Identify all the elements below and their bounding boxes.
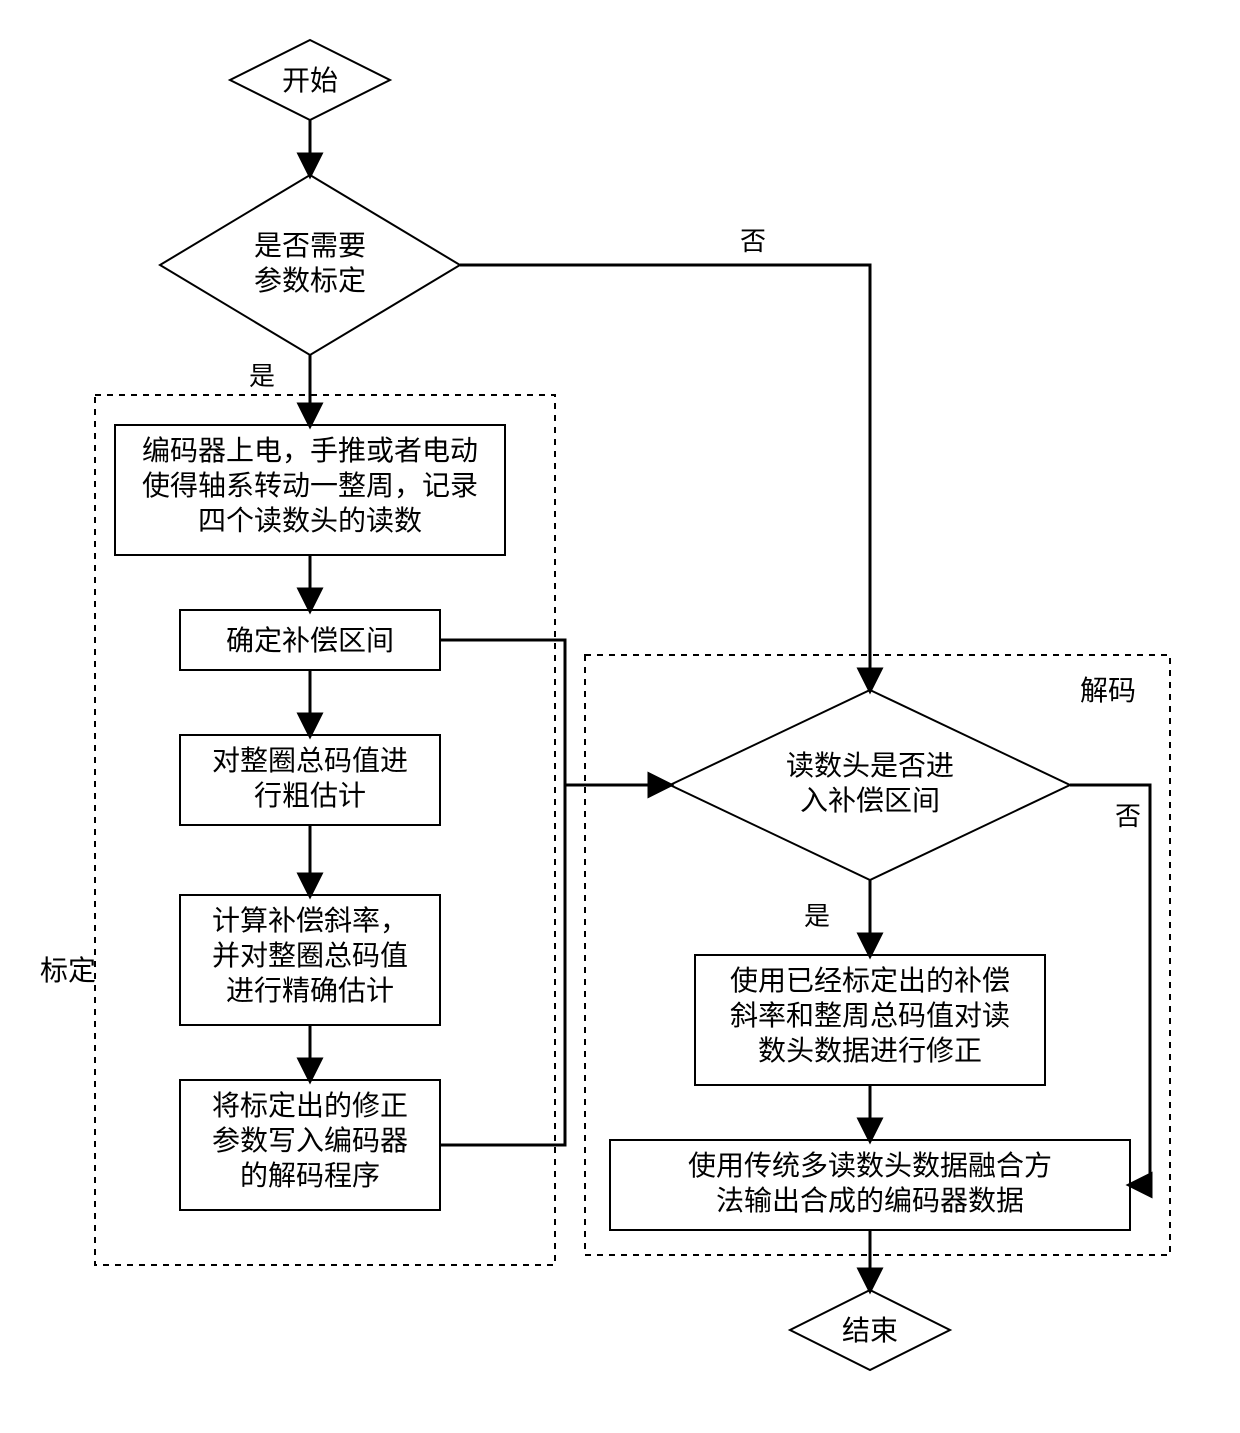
decision-in-interval [670, 690, 1070, 880]
label-d1-no: 否 [740, 227, 766, 256]
label-d2-yes: 是 [804, 902, 830, 931]
edge-d1-d2 [460, 265, 870, 690]
p6-l2: 斜率和整周总码值对读 [730, 1000, 1010, 1032]
p1-l1: 编码器上电，手推或者电动 [142, 435, 478, 467]
label-d1-yes: 是 [249, 362, 275, 391]
p4-l1: 计算补偿斜率， [212, 905, 408, 937]
d1-line2: 参数标定 [254, 265, 366, 297]
p7-l2: 法输出合成的编码器数据 [716, 1185, 1024, 1217]
edge-d2-p7 [1070, 785, 1150, 1185]
d1-line1: 是否需要 [254, 231, 366, 262]
p3-l2: 行粗估计 [254, 780, 366, 812]
start-text: 开始 [282, 65, 338, 97]
p4-l2: 并对整圈总码值 [212, 940, 408, 972]
edge-p5-join [440, 785, 565, 1145]
p2-l1: 确定补偿区间 [226, 625, 394, 657]
d2-l1: 读数头是否进 [786, 750, 954, 782]
p5-l2: 参数写入编码器 [212, 1125, 408, 1157]
d2-l2: 入补偿区间 [800, 785, 940, 817]
p6-l1: 使用已经标定出的补偿 [730, 965, 1010, 997]
p3-l1: 对整圈总码值进 [212, 745, 408, 777]
p7-l1: 使用传统多读数头数据融合方 [688, 1150, 1052, 1182]
p5-l3: 的解码程序 [240, 1160, 380, 1192]
group-calibration-label: 标定 [40, 955, 96, 987]
p1-l3: 四个读数头的读数 [198, 505, 422, 537]
end-text: 结束 [842, 1315, 898, 1347]
flowchart-canvas: 标定 解码 开始 是否需要 参数标定 编码器上电，手推或者电动 使得轴系转动一整… [0, 0, 1240, 1433]
p1-l2: 使得轴系转动一整周，记录 [142, 470, 478, 502]
p4-l3: 进行精确估计 [226, 975, 394, 1007]
group-decoding-label: 解码 [1080, 675, 1136, 707]
p6-l3: 数头数据进行修正 [758, 1035, 982, 1067]
p5-l1: 将标定出的修正 [212, 1090, 408, 1122]
label-d2-no: 否 [1115, 802, 1141, 831]
decision-need-calibration [160, 175, 460, 355]
